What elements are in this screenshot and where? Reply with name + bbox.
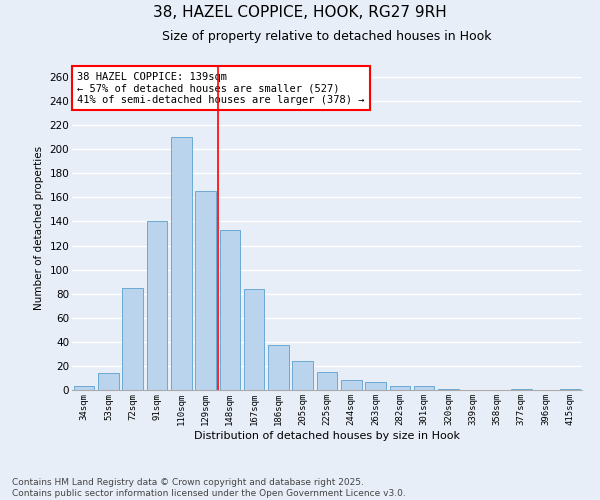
Bar [389,386,410,390]
Bar [220,230,240,390]
Bar [171,137,191,390]
Bar [292,361,313,390]
Text: 38 HAZEL COPPICE: 139sqm
← 57% of detached houses are smaller (527)
41% of semi-: 38 HAZEL COPPICE: 139sqm ← 57% of detach… [77,72,365,104]
Bar [414,386,434,390]
Bar [365,382,386,390]
Text: Contains HM Land Registry data © Crown copyright and database right 2025.
Contai: Contains HM Land Registry data © Crown c… [12,478,406,498]
Bar [98,373,119,390]
Bar [511,389,532,390]
Bar [341,380,362,390]
Bar [195,192,216,390]
Bar [244,289,265,390]
Bar [74,386,94,390]
Y-axis label: Number of detached properties: Number of detached properties [34,146,44,310]
Bar [438,389,459,390]
Title: Size of property relative to detached houses in Hook: Size of property relative to detached ho… [162,30,492,43]
Text: 38, HAZEL COPPICE, HOOK, RG27 9RH: 38, HAZEL COPPICE, HOOK, RG27 9RH [153,5,447,20]
Bar [317,372,337,390]
Bar [560,389,580,390]
Bar [268,346,289,390]
Bar [146,222,167,390]
X-axis label: Distribution of detached houses by size in Hook: Distribution of detached houses by size … [194,430,460,440]
Bar [122,288,143,390]
